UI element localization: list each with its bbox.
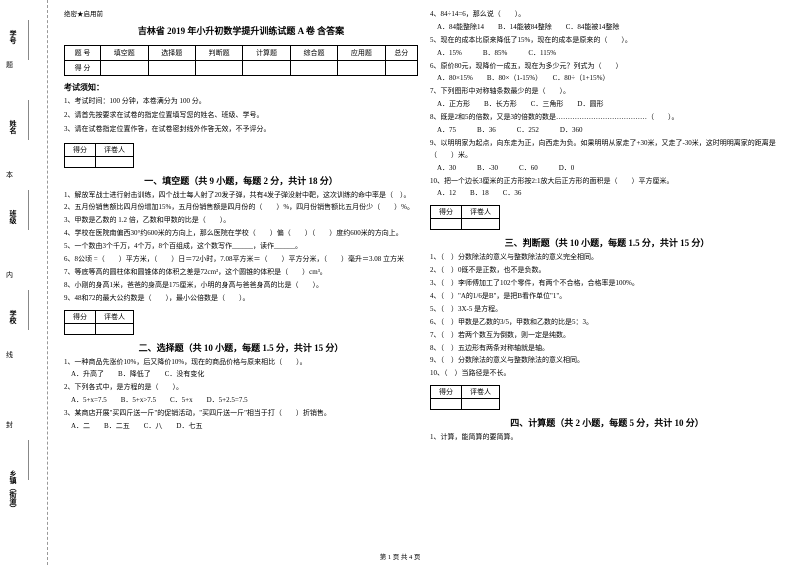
part-a-title: 一、填空题（共 9 小题，每题 2 分，共计 18 分）: [64, 174, 418, 187]
qc4: 4、（ ）"A的1/6是B"，是把B看作单位"1"。: [430, 291, 784, 303]
qa7: 7、等底等高的圆柱体和圆锥体的体积之差是72cm³，这个圆锥的体积是（ ）cm³…: [64, 267, 418, 279]
field-name: 姓名: [8, 120, 18, 134]
qb7o: A．正方形 B．长方形 C．三角形 D．圆形: [430, 99, 784, 111]
gradebox-c: 得分评卷人: [430, 205, 500, 230]
qb9o: A．30 B．-30 C．60 D．0: [430, 163, 784, 175]
th-total: 总分: [385, 46, 417, 61]
qa9: 9、48和72的最大公约数是（ ），最小公倍数是（ ）。: [64, 293, 418, 305]
part-d-title: 四、计算题（共 2 小题，每题 5 分，共计 10 分）: [430, 416, 784, 429]
qa4: 4、学校在医院南偏西30°约600米的方向上，那么医院在学校（ ）偏（ ）（ ）…: [64, 228, 418, 240]
gradebox-b: 得分评卷人: [64, 310, 134, 335]
qb2: 2、下列各式中，是方程的是（ ）。: [64, 382, 418, 394]
part-a-questions: 1、解放军战士进行射击训练，四个战士每人射了20发子弹，共有4发子弹没射中靶，这…: [64, 190, 418, 305]
part-c-title: 三、判断题（共 10 小题，每题 1.5 分，共计 15 分）: [430, 236, 784, 249]
notice-2: 2、请首先按要求在试卷的指定位置填写您的姓名、班级、学号。: [64, 110, 418, 121]
line-1: [28, 20, 29, 60]
field-class: 班级: [8, 210, 18, 224]
score-table: 题 号 填空题 选择题 判断题 计算题 综合题 应用题 总分 得 分: [64, 45, 418, 76]
qc5: 5、（ ）3X-5 是方程。: [430, 304, 784, 316]
qb8o: A．75 B．36 C．252 D．360: [430, 125, 784, 137]
qb1: 1、一种商品先涨价10%，后又降价10%，现在的商品价格与原来相比（ ）。: [64, 357, 418, 369]
gradebox-d: 得分评卷人: [430, 385, 500, 410]
th-fill: 填空题: [101, 46, 148, 61]
th-judge: 判断题: [195, 46, 242, 61]
left-column: 绝密★启用前 吉林省 2019 年小升初数学提升训练试题 A 卷 含答案 题 号…: [58, 8, 424, 561]
qc10: 10、（ ）当路径是不长。: [430, 368, 784, 380]
line-5: [28, 440, 29, 480]
qc8: 8、（ ）五边形有两条对称轴就是轴。: [430, 343, 784, 355]
th-num: 题 号: [65, 46, 101, 61]
exam-title: 吉林省 2019 年小升初数学提升训练试题 A 卷 含答案: [64, 24, 418, 37]
part-b-title: 二、选择题（共 10 小题，每题 1.5 分，共计 15 分）: [64, 341, 418, 354]
qa6: 6、8公顷 =（ ）平方米，（ ）日＝72小时，7.08平方米＝（ ）平方分米，…: [64, 254, 418, 266]
notice-3: 3、请在试卷指定位置作答，在试卷密封线外作答无效，不予评分。: [64, 124, 418, 135]
binding-sidebar: 学号 姓名 班级 学校 乡镇（街道） 题 本 内 线 封: [0, 0, 48, 565]
th-app: 应用题: [338, 46, 385, 61]
mark-feng: 封: [6, 420, 13, 430]
qb3o: A．二 B．二五 C．八 D．七五: [64, 421, 418, 433]
right-column: 4、84÷14=6，那么说（ ）。 A．84能整除14 B．14能被84整除 C…: [424, 8, 790, 561]
qc6: 6、（ ）甲数是乙数的3/5，甲数和乙数的比是5：3。: [430, 317, 784, 329]
qb7: 7、下列图形中对称轴条数最少的是（ ）。: [430, 86, 784, 98]
tr-score: 得 分: [65, 61, 101, 76]
mark-xian: 线: [6, 350, 13, 360]
qb6o: A．80×15% B．80×（1-15%） C．80÷（1+15%）: [430, 73, 784, 85]
secret-mark: 绝密★启用前: [64, 8, 418, 18]
th-calc: 计算题: [243, 46, 290, 61]
qc9: 9、（ ）分数除法的意义与整数除法的意义相同。: [430, 355, 784, 367]
qc3: 3、（ ）李师傅加工了102个零件，有两个不合格，合格率是100%。: [430, 278, 784, 290]
qb5: 5、现在的成本比原来降低了15%，现在的成本是原来的（ ）。: [430, 35, 784, 47]
field-student-id: 学号: [8, 30, 18, 44]
qa2: 2、五月份销售额比四月份增加15%，五月份销售额是四月份的（ ）%，四月份销售额…: [64, 202, 418, 214]
field-town: 乡镇（街道）: [8, 470, 18, 512]
part-b-left: 1、一种商品先涨价10%，后又降价10%，现在的商品价格与原来相比（ ）。 A．…: [64, 357, 418, 433]
part-b-right: 4、84÷14=6，那么说（ ）。 A．84能整除14 B．14能被84整除 C…: [430, 9, 784, 200]
qc7: 7、（ ）若两个数互为倒数，则一定是纯数。: [430, 330, 784, 342]
part-c-questions: 1、（ ）分数除法的意义与整数除法的意义完全相同。 2、（ ）0既不是正数，也不…: [430, 252, 784, 380]
mark-ti: 题: [6, 60, 13, 70]
line-4: [28, 290, 29, 330]
qb4o: A．84能整除14 B．14能被84整除 C．84能被14整除: [430, 22, 784, 34]
qb3: 3、某商店开展"买四斤送一斤"的促销活动，"买四斤送一斤"相当于打（ ）折销售。: [64, 408, 418, 420]
line-2: [28, 100, 29, 140]
gradebox-a: 得分评卷人: [64, 143, 134, 168]
qb5o: A．15% B．85% C．115%: [430, 48, 784, 60]
notice-head: 考试须知：: [64, 82, 418, 93]
qa1: 1、解放军战士进行射击训练，四个战士每人射了20发子弹，共有4发子弹没射中靶，这…: [64, 190, 418, 202]
qa5: 5、一个数由3个千万，4个万，8个百组成，这个数写作______，读作_____…: [64, 241, 418, 253]
th-comp: 综合题: [290, 46, 337, 61]
qb10: 10、把一个边长3厘米的正方形按2:1放大后正方形的面积是（ ）平方厘米。: [430, 176, 784, 188]
qb2o: A．5+x=7.5 B．5+x>7.5 C．5+x D．5+2.5=7.5: [64, 395, 418, 407]
notice-1: 1、考试时间：100 分钟，本卷满分为 100 分。: [64, 96, 418, 107]
qb1o: A．升高了 B．降低了 C．没有变化: [64, 369, 418, 381]
mark-ben: 本: [6, 170, 13, 180]
qb6: 6、原价80元，现降价一成五，现在为多少元？列式为（ ）: [430, 61, 784, 73]
mark-nei: 内: [6, 270, 13, 280]
page-footer: 第 1 页 共 4 页: [0, 551, 800, 561]
line-3: [28, 190, 29, 230]
qb8: 8、既是2和5的倍数，又是3的倍数的数是…………………………………（ ）。: [430, 112, 784, 124]
qa8: 8、小刚的身高1米，爸爸的身高是175厘米，小明的身高与爸爸身高的比是（ ）。: [64, 280, 418, 292]
notice-list: 1、考试时间：100 分钟，本卷满分为 100 分。 2、请首先按要求在试卷的指…: [64, 96, 418, 136]
field-school: 学校: [8, 310, 18, 324]
qa3: 3、甲数是乙数的 1.2 倍，乙数和甲数的比是（ ）。: [64, 215, 418, 227]
qc1: 1、（ ）分数除法的意义与整数除法的意义完全相同。: [430, 252, 784, 264]
qc2: 2、（ ）0既不是正数，也不是负数。: [430, 265, 784, 277]
qd1: 1、计算，能简算的要简算。: [430, 432, 784, 444]
th-choice: 选择题: [148, 46, 195, 61]
qb4: 4、84÷14=6，那么说（ ）。: [430, 9, 784, 21]
qb9: 9、以明明家为起点，向东走为正，向西走为负。如果明明从家走了+30米，又走了-3…: [430, 138, 784, 162]
qb10o: A．12 B．18 C．36: [430, 188, 784, 200]
